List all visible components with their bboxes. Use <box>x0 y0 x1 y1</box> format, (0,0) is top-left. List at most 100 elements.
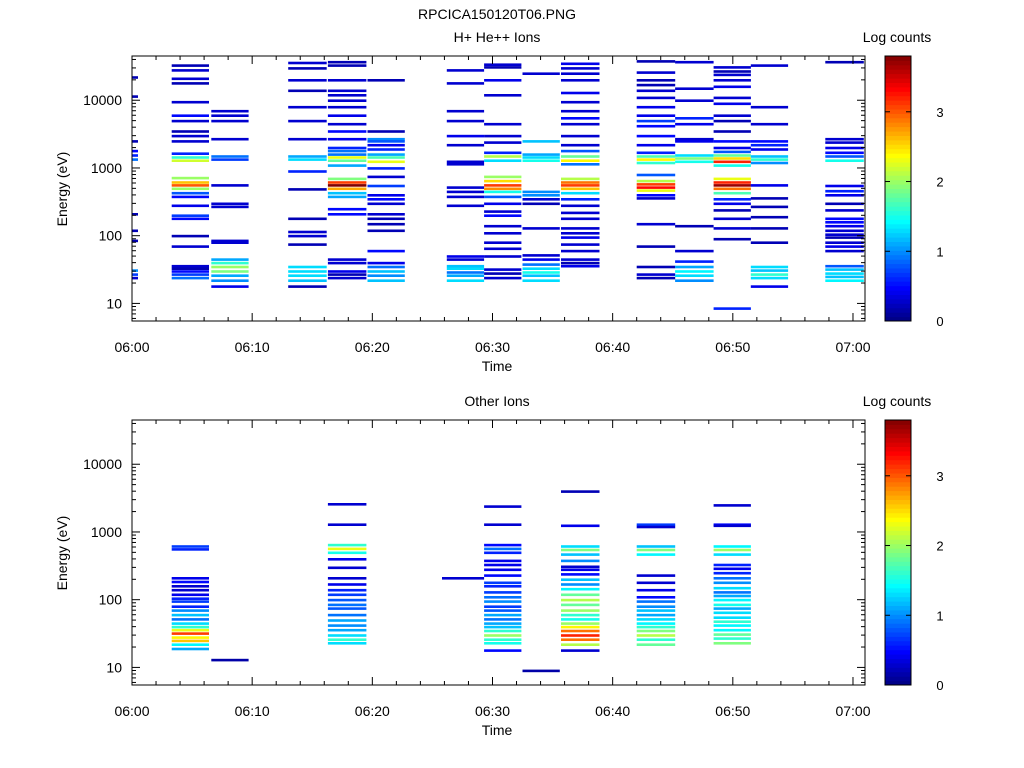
colorbar-segment <box>885 675 911 682</box>
heatmap-cell <box>713 66 751 69</box>
colorbar-segment <box>885 179 911 185</box>
heatmap-cell <box>171 119 209 123</box>
heatmap-cell <box>171 191 209 195</box>
heatmap-cell <box>211 658 249 662</box>
heatmap-cell <box>522 198 560 201</box>
axis-ticks: 06:00 06:10 06:20 06:30 06:40 06:50 07:00 10 100… <box>83 420 871 719</box>
x-tick-label: 06:50 <box>715 703 750 719</box>
heatmap-cell <box>713 177 751 181</box>
heatmap-cell <box>636 629 676 633</box>
heatmap-cell <box>636 545 676 548</box>
heatmap-cell <box>327 64 367 67</box>
heatmap-cell <box>825 241 864 244</box>
heatmap-cell <box>171 114 209 117</box>
heatmap-cell <box>367 160 405 164</box>
heatmap-cell <box>713 73 751 77</box>
heatmap-cell <box>636 83 676 87</box>
colorbar-segment <box>885 671 911 677</box>
heatmap-cell <box>561 249 600 253</box>
heatmap-cell <box>327 114 367 117</box>
colorbar-segment <box>885 543 911 549</box>
heatmap-cell <box>713 548 751 552</box>
heatmap-cell <box>132 276 138 280</box>
heatmap-cell <box>561 79 600 82</box>
heatmap-cell <box>211 205 249 209</box>
y-tick-label: 100 <box>99 592 123 608</box>
colorbar-segment <box>885 653 911 659</box>
heatmap-cell <box>484 255 522 258</box>
heatmap-cell <box>288 265 327 269</box>
heatmap-cell <box>484 642 522 645</box>
heatmap-cell <box>288 61 327 65</box>
colorbar-segment <box>885 560 911 567</box>
colorbar-segment <box>885 298 911 304</box>
colorbar-segment <box>885 472 911 478</box>
heatmap-cell <box>171 597 209 600</box>
heatmap-cell <box>367 249 405 253</box>
heatmap-cell <box>636 71 676 74</box>
heatmap-cell <box>636 158 676 161</box>
heatmap-cell <box>171 273 209 276</box>
heatmap-cell <box>636 245 676 248</box>
colorbar-segment <box>885 644 911 651</box>
panel-title: H+ He++ Ions <box>454 29 541 45</box>
heatmap-cell <box>446 195 485 199</box>
heatmap-cell <box>636 155 676 158</box>
heatmap-cell <box>484 585 522 588</box>
y-axis-label: Energy (eV) <box>54 152 70 227</box>
heatmap-cell <box>211 202 249 206</box>
heatmap-cell <box>675 279 714 282</box>
heatmap-cell <box>367 261 405 265</box>
heatmap-cell <box>132 76 138 79</box>
heatmap-cell <box>636 523 676 526</box>
colorbar-segment <box>885 565 911 571</box>
heatmap-cell <box>561 258 600 261</box>
heatmap-cell <box>825 236 864 239</box>
heatmap-cell <box>327 213 367 216</box>
heatmap-cell <box>327 159 367 162</box>
heatmap-cell <box>713 209 751 212</box>
heatmap-cell <box>484 523 522 526</box>
heatmap-cell <box>484 563 522 567</box>
heatmap-cell <box>327 642 367 645</box>
heatmap-cell <box>825 229 864 233</box>
heatmap-cell <box>750 197 789 200</box>
heatmap-cell <box>367 143 405 147</box>
colorbar-segment <box>885 596 911 602</box>
colorbar-segment <box>885 139 911 145</box>
heatmap-cell <box>484 195 522 199</box>
heatmap-cell <box>171 585 209 588</box>
heatmap-cell <box>484 66 522 69</box>
heatmap-cell <box>561 67 600 70</box>
heatmap-cell <box>713 191 751 195</box>
heatmap-cell <box>327 187 367 191</box>
colorbar-segment <box>885 662 911 668</box>
heatmap-cell <box>636 79 676 82</box>
heatmap-cell <box>446 264 485 268</box>
panel-title: Other Ions <box>464 393 529 409</box>
heatmap-cell <box>327 628 367 632</box>
heatmap-cell <box>561 559 600 563</box>
colorbar-segment <box>885 143 911 150</box>
heatmap-cell <box>561 227 600 230</box>
heatmap-cell <box>636 183 676 186</box>
heatmap-cell <box>750 105 789 109</box>
colorbar-segment <box>885 276 911 282</box>
colorbar-tick-label: 0 <box>936 314 943 329</box>
heatmap-cell <box>288 234 327 238</box>
y-tick-label: 10 <box>106 659 122 675</box>
heatmap-cell <box>132 154 138 157</box>
heatmap-cell <box>132 158 138 161</box>
heatmap-cell <box>484 134 522 138</box>
heatmap-cell <box>825 202 864 206</box>
x-tick-label: 06:00 <box>114 339 149 355</box>
heatmap-cell <box>327 624 367 627</box>
heatmap-cell <box>171 264 209 268</box>
colorbar-label: Log counts <box>863 393 932 409</box>
x-tick-label: 06:50 <box>715 339 750 355</box>
heatmap-cell <box>561 232 600 235</box>
heatmap-cell <box>675 154 714 157</box>
colorbar-segment <box>885 90 911 97</box>
heatmap-cell <box>327 613 367 617</box>
